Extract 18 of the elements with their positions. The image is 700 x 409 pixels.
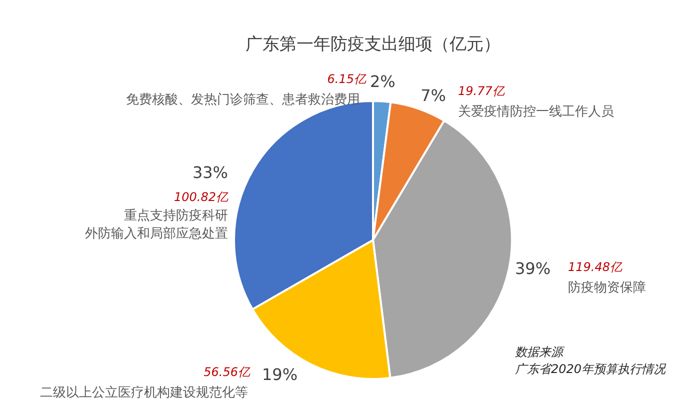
slice-label: 重点支持防疫科研外防输入和局部应急处置 bbox=[85, 208, 228, 242]
text: 数据来源 bbox=[515, 345, 565, 360]
text: 33% bbox=[192, 163, 228, 182]
slice-label: 二级以上公立医疗机构建设规范化等 bbox=[40, 384, 248, 400]
slice-label: 关爱疫情防控一线工作人员 bbox=[458, 104, 614, 120]
slice-label: 防疫物资保障 bbox=[568, 280, 646, 296]
text: 广东省2020年预算执行情况 bbox=[515, 362, 667, 376]
text: 2% bbox=[370, 72, 396, 92]
data-label: 56.56亿 bbox=[204, 365, 251, 380]
text: 7% bbox=[420, 86, 446, 106]
text: 19% bbox=[262, 365, 298, 384]
data-label: 119.48亿 bbox=[568, 260, 623, 274]
text: 39% bbox=[515, 259, 551, 278]
slice-label: 免费核酸、发热门诊筛查、患者救治费用 bbox=[126, 91, 360, 108]
data-label: 100.82亿 bbox=[174, 190, 229, 204]
data-label: 19.77亿 bbox=[458, 84, 506, 98]
chart-title: 广东第一年防疫支出细项（亿元） bbox=[246, 34, 500, 54]
data-label: 6.15亿 bbox=[327, 72, 367, 86]
